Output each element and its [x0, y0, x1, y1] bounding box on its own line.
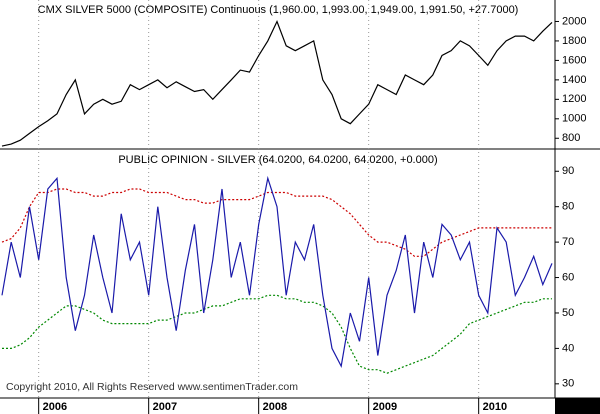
y-tick-label: 2000 [562, 15, 586, 27]
series-line [2, 294, 552, 374]
copyright: Copyright 2010, All Rights Reserved www.… [6, 381, 298, 393]
x-tick-label: 2006 [43, 401, 67, 413]
x-tick-label: 2009 [373, 401, 397, 413]
y-tick-label: 1400 [562, 74, 586, 86]
y-tick-label: 70 [562, 236, 574, 248]
chart-title: PUBLIC OPINION - SILVER (64.0200, 64.020… [118, 154, 437, 166]
y-tick-label: 1200 [562, 93, 586, 105]
series-line [1, 19, 553, 147]
y-tick-label: 30 [562, 378, 574, 390]
y-tick-label: 1600 [562, 54, 586, 66]
y-tick-label: 60 [562, 271, 574, 283]
y-tick-label: 90 [562, 165, 574, 177]
x-tick-label: 2008 [263, 401, 287, 413]
corner-box [555, 398, 600, 414]
x-tick-label: 2010 [483, 401, 507, 413]
y-tick-label: 1000 [562, 113, 586, 125]
y-tick-label: 40 [562, 342, 574, 354]
y-tick-label: 800 [562, 132, 580, 144]
y-tick-label: 80 [562, 201, 574, 213]
y-tick-label: 50 [562, 307, 574, 319]
chart-title: CMX SILVER 5000 (COMPOSITE) Continuous (… [38, 4, 519, 16]
series-line [1, 175, 553, 368]
series-line [1, 188, 552, 257]
y-tick-label: 1800 [562, 35, 586, 47]
x-tick-label: 2007 [153, 401, 177, 413]
